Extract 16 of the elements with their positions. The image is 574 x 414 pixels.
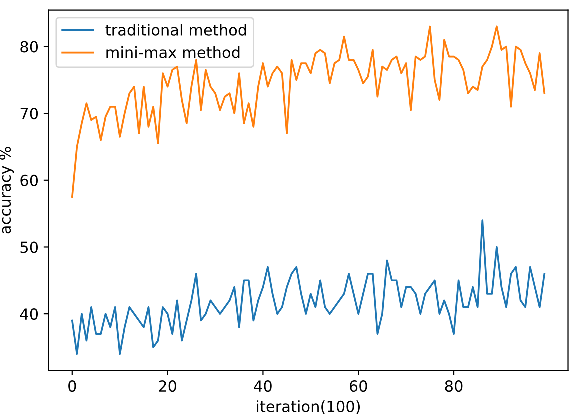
y-tick-label: 50: [20, 242, 38, 254]
line-series: [71, 26, 546, 198]
line-series: [71, 220, 546, 356]
x-tick-label: 40: [254, 380, 272, 392]
y-tick-label: 40: [20, 308, 38, 320]
x-tick-label: 80: [445, 380, 463, 392]
x-tick-label: 0: [68, 380, 76, 392]
legend-label: traditional method: [106, 24, 246, 36]
x-axis-title: iteration(100): [257, 400, 360, 414]
y-tick-label: 80: [20, 41, 38, 53]
legend-label: mini-max method: [106, 46, 240, 58]
y-axis-title: accuracy %: [0, 147, 14, 234]
x-tick-label: 60: [350, 380, 368, 392]
x-tick-label: 20: [159, 380, 177, 392]
y-tick-label: 70: [20, 108, 38, 120]
y-tick-label: 60: [20, 174, 38, 186]
